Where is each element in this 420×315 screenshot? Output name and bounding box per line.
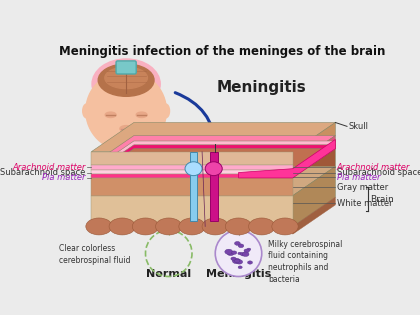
Polygon shape [91, 145, 336, 174]
Text: Arachnoid matter: Arachnoid matter [13, 163, 86, 172]
Polygon shape [210, 152, 218, 221]
Ellipse shape [98, 64, 154, 96]
Text: Subarachnoid space: Subarachnoid space [0, 168, 86, 177]
Ellipse shape [132, 218, 159, 235]
Text: Gray matter: Gray matter [337, 183, 388, 192]
Ellipse shape [238, 266, 242, 269]
Ellipse shape [120, 126, 132, 132]
Ellipse shape [247, 248, 251, 251]
Text: Subarachnoid space: Subarachnoid space [337, 168, 420, 177]
Ellipse shape [247, 261, 252, 264]
Polygon shape [239, 140, 336, 178]
Text: Brain: Brain [370, 195, 394, 204]
Ellipse shape [136, 112, 147, 117]
Ellipse shape [202, 218, 228, 235]
Text: White matter: White matter [337, 199, 393, 208]
Polygon shape [91, 123, 336, 152]
Polygon shape [91, 141, 336, 170]
Ellipse shape [109, 218, 135, 235]
Polygon shape [91, 149, 336, 178]
Ellipse shape [238, 252, 242, 255]
Ellipse shape [236, 260, 243, 264]
Polygon shape [91, 174, 293, 178]
Polygon shape [293, 166, 336, 226]
Polygon shape [91, 178, 293, 196]
Ellipse shape [92, 59, 160, 109]
Text: Meningitis: Meningitis [206, 269, 271, 279]
Ellipse shape [249, 218, 275, 235]
Circle shape [86, 71, 166, 151]
Ellipse shape [185, 162, 202, 176]
Text: Skull: Skull [349, 122, 369, 131]
Ellipse shape [179, 218, 205, 235]
Polygon shape [91, 135, 336, 165]
FancyBboxPatch shape [116, 61, 136, 74]
Ellipse shape [83, 104, 90, 118]
Polygon shape [293, 145, 336, 178]
Polygon shape [293, 123, 336, 165]
Polygon shape [293, 135, 336, 170]
Ellipse shape [238, 244, 244, 248]
Ellipse shape [225, 249, 233, 255]
Polygon shape [91, 165, 293, 170]
Ellipse shape [105, 112, 116, 117]
Ellipse shape [242, 252, 249, 256]
Polygon shape [91, 196, 293, 226]
Ellipse shape [155, 218, 182, 235]
Ellipse shape [232, 258, 240, 264]
Text: Meningitis infection of the meninges of the brain: Meningitis infection of the meninges of … [59, 45, 385, 59]
Text: Pia matter: Pia matter [337, 173, 381, 182]
Text: Clear colorless
cerebrospinal fluid: Clear colorless cerebrospinal fluid [59, 244, 130, 265]
Circle shape [215, 230, 262, 277]
Polygon shape [91, 166, 336, 196]
Ellipse shape [231, 251, 237, 254]
Text: Meningitis: Meningitis [217, 80, 307, 95]
Ellipse shape [244, 249, 249, 253]
Text: Normal: Normal [146, 269, 192, 279]
Ellipse shape [205, 162, 222, 176]
Polygon shape [293, 197, 336, 234]
Ellipse shape [105, 67, 147, 89]
Ellipse shape [86, 218, 112, 235]
Text: Blood vessel: Blood vessel [217, 134, 270, 142]
Ellipse shape [240, 252, 246, 256]
Polygon shape [190, 152, 197, 221]
Ellipse shape [234, 259, 240, 263]
Ellipse shape [225, 218, 252, 235]
Ellipse shape [162, 104, 170, 118]
Text: Pia matter: Pia matter [42, 174, 86, 182]
Polygon shape [293, 141, 336, 174]
Text: Arachnoid matter: Arachnoid matter [337, 163, 410, 172]
Ellipse shape [227, 251, 234, 255]
Ellipse shape [231, 257, 236, 261]
Polygon shape [293, 149, 336, 196]
Text: Milky cerebrospinal
fluid containing
neutrophils and
bacteria: Milky cerebrospinal fluid containing neu… [268, 239, 342, 284]
Polygon shape [91, 152, 293, 165]
Ellipse shape [234, 242, 240, 245]
Ellipse shape [272, 218, 298, 235]
Polygon shape [91, 170, 293, 174]
